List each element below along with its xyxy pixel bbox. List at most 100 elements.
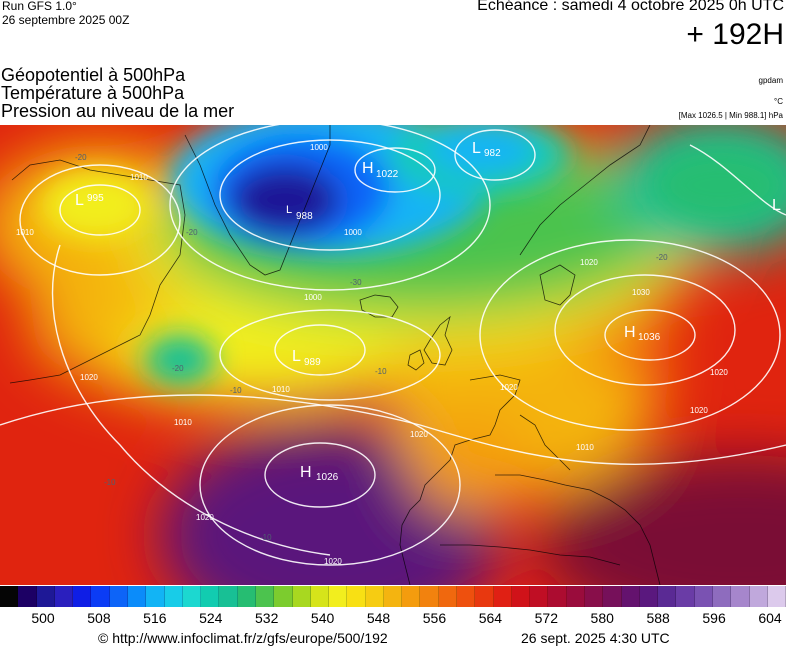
color-scale-tick-label: 588 — [646, 610, 670, 626]
center-type: L — [286, 204, 292, 216]
color-scale-swatch — [383, 586, 403, 607]
color-scale-swatch — [54, 586, 74, 607]
color-scale-swatch — [530, 586, 549, 607]
color-scale-swatch — [255, 586, 275, 607]
color-scale-swatch — [164, 586, 183, 607]
color-scale-tick-label: 580 — [590, 610, 614, 626]
center-value: 988 — [296, 211, 313, 222]
color-scale-tick-label: 604 — [758, 610, 782, 626]
pressure-center: L 982 — [472, 140, 501, 159]
isobars — [0, 125, 786, 566]
center-type: L — [292, 348, 301, 365]
pressure-center: L 989 — [292, 348, 321, 368]
temperature-label: -20 — [656, 253, 668, 262]
color-scale-swatch — [127, 586, 147, 607]
color-scale-swatch — [420, 586, 439, 607]
color-scale-swatch — [475, 586, 494, 607]
color-scale-swatch — [694, 586, 713, 607]
color-scale-swatch — [749, 586, 768, 607]
unit-temperature: °C — [774, 97, 783, 106]
generation-timestamp: 26 sept. 2025 4:30 UTC — [521, 630, 670, 646]
isobar-label: 1020 — [690, 406, 708, 415]
color-scale-swatch — [201, 586, 220, 607]
color-scale-swatch — [91, 586, 110, 607]
center-type: H — [362, 160, 374, 177]
title-geopotential: Géopotentiel à 500hPa — [1, 65, 186, 85]
isobar-label: 1020 — [80, 373, 98, 382]
isobar-label: 1030 — [632, 288, 650, 297]
unit-pressure-range: [Max 1026.5 | Min 988.1] hPa — [678, 111, 783, 120]
color-scale-swatch — [109, 586, 128, 607]
unit-geopotential: gpdam — [758, 76, 783, 85]
pressure-center: H 1026 — [300, 464, 339, 483]
pressure-center: L 988 — [286, 204, 313, 222]
center-value: 1036 — [638, 332, 661, 343]
isobar-label: 1020 — [324, 557, 342, 566]
color-scale-swatch — [274, 586, 293, 607]
isobar-labels: 1010 1010 1000 1000 1000 1010 1010 1020 … — [16, 143, 728, 566]
valid-time: Echéance : samedi 4 octobre 2025 0h UTC — [477, 0, 784, 14]
color-scale-swatch — [73, 586, 92, 607]
isobar-label: 1010 — [576, 443, 594, 452]
center-type: H — [300, 464, 312, 481]
pressure-center: H 1022 — [362, 160, 399, 180]
center-type: L — [75, 192, 84, 209]
center-value: 1026 — [316, 472, 339, 483]
isobar-label: 1010 — [130, 173, 148, 182]
color-scale-swatch — [310, 586, 330, 607]
color-scale-tick-label: 516 — [143, 610, 167, 626]
color-scale-swatch — [365, 586, 384, 607]
color-scale-tick-label: 524 — [199, 610, 223, 626]
isobar-label: 1010 — [16, 228, 34, 237]
pressure-center: L — [772, 197, 781, 214]
center-value: 989 — [304, 357, 321, 368]
isobar-label: 1000 — [344, 228, 362, 237]
color-scale-swatch — [18, 586, 37, 607]
color-scale-swatch — [237, 586, 256, 607]
isobar-label: 1020 — [500, 383, 518, 392]
color-scale-swatch — [182, 586, 202, 607]
color-scale-swatch — [493, 586, 512, 607]
run-label: Run GFS 1.0° — [2, 0, 77, 13]
color-scale-tick-label: 556 — [422, 610, 447, 626]
color-scale-swatch — [639, 586, 659, 607]
color-scale-tick-label: 564 — [478, 610, 503, 626]
color-scale-swatch — [292, 586, 311, 607]
color-scale-bar — [0, 586, 786, 607]
color-scale-swatch — [621, 586, 640, 607]
color-scale-swatch — [603, 586, 622, 607]
isobar-label: 1010 — [174, 418, 192, 427]
coastlines — [9, 125, 661, 585]
title-pressure: Pression au niveau de la mer — [1, 101, 235, 121]
color-scale-swatch — [0, 586, 19, 607]
color-scale-tick-label: 500 — [31, 610, 55, 626]
run-date: 26 septembre 2025 00Z — [2, 13, 130, 27]
color-scale-swatch — [329, 586, 348, 607]
lead-time: + 192H — [686, 18, 784, 51]
pressure-center: L 995 — [75, 192, 104, 209]
center-type: H — [624, 324, 636, 341]
temperature-label: -10 — [230, 386, 242, 395]
isobar-label: 1020 — [710, 368, 728, 377]
color-scale-swatch — [548, 586, 567, 607]
color-scale-swatch — [676, 586, 695, 607]
color-scale-swatch — [219, 586, 238, 607]
color-scale-swatch — [511, 586, 531, 607]
color-scale-swatch — [658, 586, 677, 607]
title-temperature: Température à 500hPa — [1, 83, 185, 103]
color-scale-swatch — [566, 586, 585, 607]
color-scale-tick-label: 548 — [366, 610, 391, 626]
color-scale-ticks: 500 508 516 524 532 540 548 556 564 572 580 588 596 6… — [0, 610, 786, 628]
copyright-url: © http://www.infoclimat.fr/z/gfs/europe/… — [98, 630, 388, 646]
isobar-label: 1000 — [310, 143, 328, 152]
color-scale-swatch — [767, 586, 786, 607]
color-scale-tick-label: 540 — [310, 610, 335, 626]
temperature-label: -10 — [104, 478, 116, 487]
color-scale-swatch — [712, 586, 732, 607]
center-type: L — [772, 197, 781, 214]
color-scale-swatch — [585, 586, 604, 607]
center-value: 995 — [87, 193, 104, 204]
color-scale-tick-label: 508 — [87, 610, 111, 626]
temperature-label: -20 — [172, 364, 184, 373]
